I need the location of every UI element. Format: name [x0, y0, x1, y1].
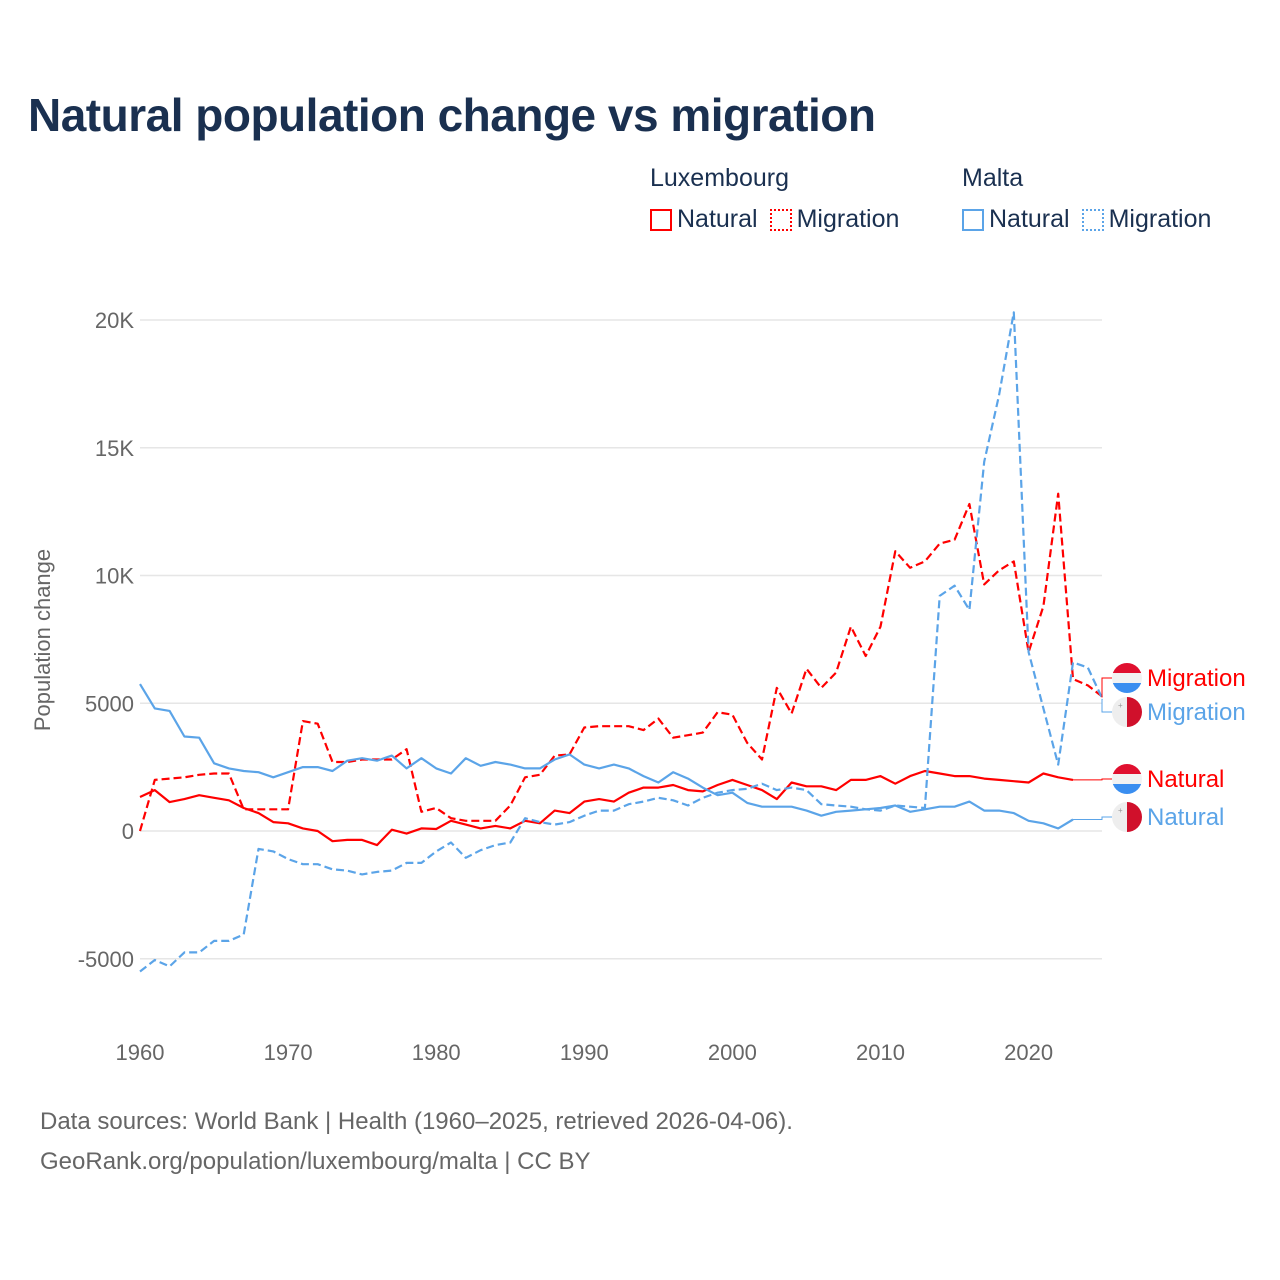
y-tick-label: 5000	[85, 691, 134, 716]
legend-group-luxembourg: Luxembourg	[650, 164, 789, 192]
legend-label: Migration	[796, 205, 900, 233]
series-line-malta-migration	[139, 311, 1104, 973]
x-tick-label: 1980	[412, 1040, 461, 1065]
x-tick-label: 2010	[856, 1040, 905, 1065]
footer-sources: Data sources: World Bank | Health (1960–…	[40, 1108, 793, 1135]
legend-label: Migration	[1108, 205, 1212, 233]
x-tick-label: 1960	[116, 1040, 165, 1065]
x-tick-label: 2020	[1004, 1040, 1053, 1065]
luxembourg-flag-icon	[1112, 764, 1142, 794]
chart-title: Natural population change vs migration	[28, 89, 876, 141]
luxembourg-flag-icon	[1112, 663, 1142, 693]
svg-text:+: +	[1118, 701, 1123, 710]
y-tick-label: 20K	[95, 308, 134, 333]
label-connector	[1073, 778, 1112, 781]
dotted-swatch-icon	[769, 208, 792, 231]
legend-label: Natural	[989, 205, 1070, 233]
series-end-label: Natural	[1147, 766, 1224, 793]
legend-item-malta-natural[interactable]: Natural	[962, 205, 1070, 234]
legend-label: Natural	[677, 205, 758, 233]
series-line-malta-natural	[139, 683, 1074, 830]
label-connector	[1101, 677, 1112, 698]
legend-item-malta-migration[interactable]: Migration	[1081, 205, 1212, 234]
x-tick-label: 1990	[560, 1040, 609, 1065]
y-tick-label: 10K	[95, 564, 134, 589]
solid-swatch-icon	[650, 208, 672, 231]
footer-link[interactable]: GeoRank.org/population/luxembourg/malta …	[40, 1148, 591, 1175]
series-end-label: Migration	[1147, 665, 1246, 692]
series-line-luxembourg-natural	[139, 769, 1074, 847]
x-tick-label: 1970	[264, 1040, 313, 1065]
svg-text:+: +	[1118, 806, 1123, 815]
solid-swatch-icon	[962, 208, 984, 231]
legend-group-malta: Malta	[962, 164, 1024, 192]
legend-item-luxembourg-migration[interactable]: Migration	[769, 205, 900, 234]
y-tick-label: 0	[122, 819, 134, 844]
legend-malta: Natural Migration	[962, 205, 1211, 234]
series-line-luxembourg-migration	[138, 492, 1104, 832]
y-tick-label: -5000	[78, 947, 134, 972]
malta-flag-icon: +	[1112, 802, 1142, 832]
y-tick-label: 15K	[95, 436, 134, 461]
legend-item-luxembourg-natural[interactable]: Natural	[650, 205, 758, 234]
series-end-label: Migration	[1147, 699, 1246, 726]
y-axis-label: Population change	[30, 549, 55, 731]
legend-luxembourg: Natural Migration	[650, 205, 899, 234]
label-connector	[1073, 816, 1112, 821]
series-end-label: Natural	[1147, 804, 1224, 831]
label-connector	[1101, 698, 1112, 713]
dotted-swatch-icon	[1081, 208, 1104, 231]
x-tick-label: 2000	[708, 1040, 757, 1065]
malta-flag-icon: +	[1112, 697, 1142, 727]
